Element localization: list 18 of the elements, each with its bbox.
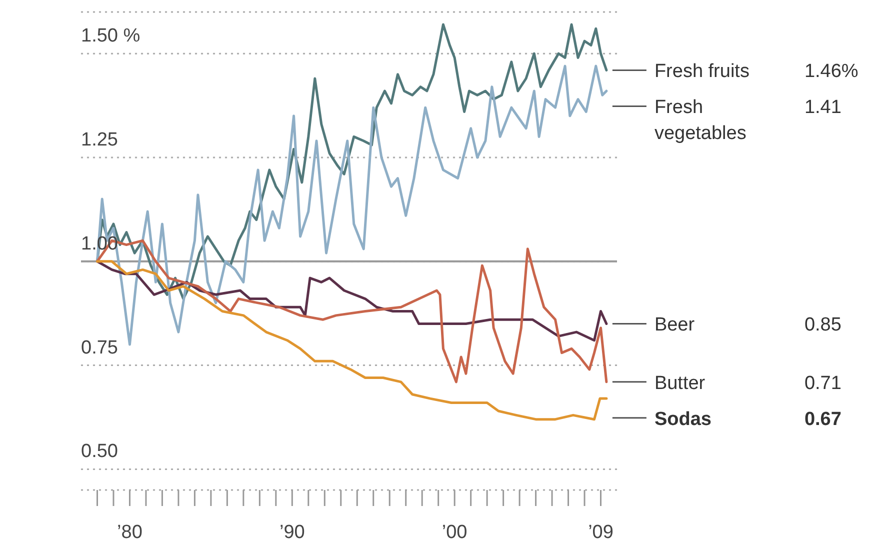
- x-tick-label: ’09: [588, 522, 614, 543]
- y-tick-label: 0.50: [81, 441, 118, 462]
- text: Sodas: [654, 408, 712, 430]
- text: 0.85: [804, 314, 842, 336]
- text: Fresh fruits: [654, 61, 750, 82]
- text: Butter: [654, 372, 706, 394]
- y-tick-label: 1.50 %: [81, 26, 140, 47]
- text: 1.46%: [804, 61, 858, 82]
- y-tick-label: 1.25: [81, 129, 118, 150]
- text: Beer: [654, 314, 696, 336]
- text: 1.41: [804, 97, 842, 118]
- text: Fresh vegetables: [654, 97, 746, 144]
- x-tick-label: ’90: [279, 522, 305, 543]
- x-tick-label: ’00: [442, 522, 468, 543]
- x-tick-label: ’80: [117, 522, 142, 543]
- text: 0.67: [804, 408, 842, 430]
- y-tick-label: 0.75: [81, 337, 118, 358]
- text: 0.71: [804, 372, 842, 394]
